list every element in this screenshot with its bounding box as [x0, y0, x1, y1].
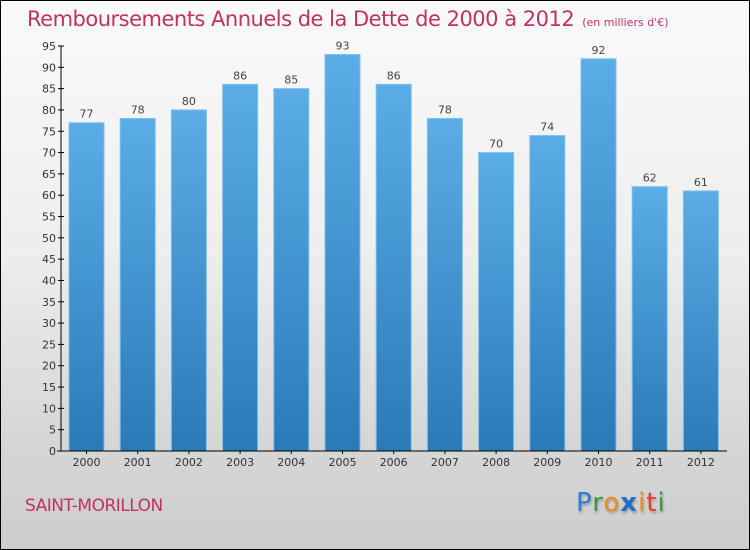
logo-letter: i — [657, 488, 666, 518]
x-tick-label: 2008 — [482, 456, 510, 469]
bar-value-label: 92 — [592, 44, 606, 57]
bar-2009 — [529, 135, 566, 452]
bar-value-label: 86 — [233, 69, 247, 82]
logo-letter: o — [603, 488, 621, 518]
bar-2010 — [580, 58, 617, 452]
x-tick-label: 2005 — [329, 456, 357, 469]
x-tick-label: 2002 — [175, 456, 203, 469]
bar-value-label: 80 — [182, 95, 196, 108]
bar-value-label: 74 — [540, 121, 554, 134]
bar-2005 — [324, 54, 361, 452]
logo-letter: x — [620, 488, 639, 518]
y-tick-label: 80 — [42, 104, 56, 117]
x-tick-label: 2009 — [533, 456, 561, 469]
y-tick-label: 30 — [42, 317, 56, 330]
bar-2006 — [375, 83, 412, 452]
bar-2007 — [426, 117, 463, 452]
y-tick-label: 60 — [42, 189, 56, 202]
x-tick-label: 2001 — [124, 456, 152, 469]
bar-2000 — [68, 122, 105, 452]
x-tick-label: 2003 — [226, 456, 254, 469]
y-tick-label: 10 — [42, 402, 56, 415]
bar-2008 — [478, 152, 515, 452]
bar-value-label: 78 — [131, 103, 145, 116]
y-tick-label: 50 — [42, 232, 56, 245]
y-tick-label: 90 — [42, 61, 56, 74]
unit-label: (en milliers d'€) — [582, 16, 669, 29]
bar-value-label: 77 — [80, 108, 94, 121]
bar-value-label: 93 — [336, 40, 350, 53]
bar-2002 — [170, 109, 207, 452]
y-tick-label: 75 — [42, 125, 56, 138]
x-tick-label: 2012 — [687, 456, 715, 469]
logo-letter: i — [638, 488, 647, 518]
y-tick-label: 65 — [42, 168, 56, 181]
title-text: Remboursements Annuels de la Dette de 20… — [27, 7, 575, 31]
x-tick-label: 2006 — [380, 456, 408, 469]
y-tick-label: 20 — [42, 360, 56, 373]
y-tick-label: 70 — [42, 147, 56, 160]
bar-value-label: 78 — [438, 103, 452, 116]
y-tick-label: 25 — [42, 338, 56, 351]
bar-value-label: 70 — [489, 138, 503, 151]
logo-letter: r — [592, 488, 604, 518]
bar-2011 — [631, 186, 668, 452]
bar-2004 — [273, 88, 310, 452]
bars-group: 77 78 80 86 85 93 86 78 70 74 92 62 61 — [68, 40, 719, 452]
x-tick-label: 2007 — [431, 456, 459, 469]
y-tick-label: 45 — [42, 253, 56, 266]
bar-value-label: 62 — [643, 172, 657, 185]
bar-value-label: 86 — [387, 69, 401, 82]
x-tick-label: 2011 — [636, 456, 664, 469]
y-tick-label: 95 — [42, 40, 56, 53]
y-tick-label: 0 — [49, 445, 56, 458]
x-tick-label: 2004 — [277, 456, 305, 469]
bar-value-label: 85 — [284, 74, 298, 87]
logo-letter: P — [576, 488, 593, 518]
x-tick-label: 2010 — [585, 456, 613, 469]
proxiti-logo[interactable]: Proxiti — [576, 488, 666, 518]
axes-group: 2000 2001 2002 2003 2004 2005 2006 2007 2008 2009… — [42, 40, 727, 469]
y-tick-label: 40 — [42, 274, 56, 287]
bar-value-label: 61 — [694, 176, 708, 189]
logo-letter: t — [646, 488, 658, 518]
y-tick-label: 55 — [42, 211, 56, 224]
chart-title: Remboursements Annuels de la Dette de 20… — [27, 7, 668, 31]
bar-2003 — [222, 83, 259, 452]
x-tick-label: 2000 — [73, 456, 101, 469]
y-tick-label: 5 — [49, 424, 56, 437]
commune-name: SAINT-MORILLON — [25, 496, 163, 516]
bar-2012 — [682, 190, 719, 452]
y-tick-label: 85 — [42, 83, 56, 96]
bar-2001 — [119, 117, 156, 452]
y-tick-label: 35 — [42, 296, 56, 309]
y-tick-label: 15 — [42, 381, 56, 394]
